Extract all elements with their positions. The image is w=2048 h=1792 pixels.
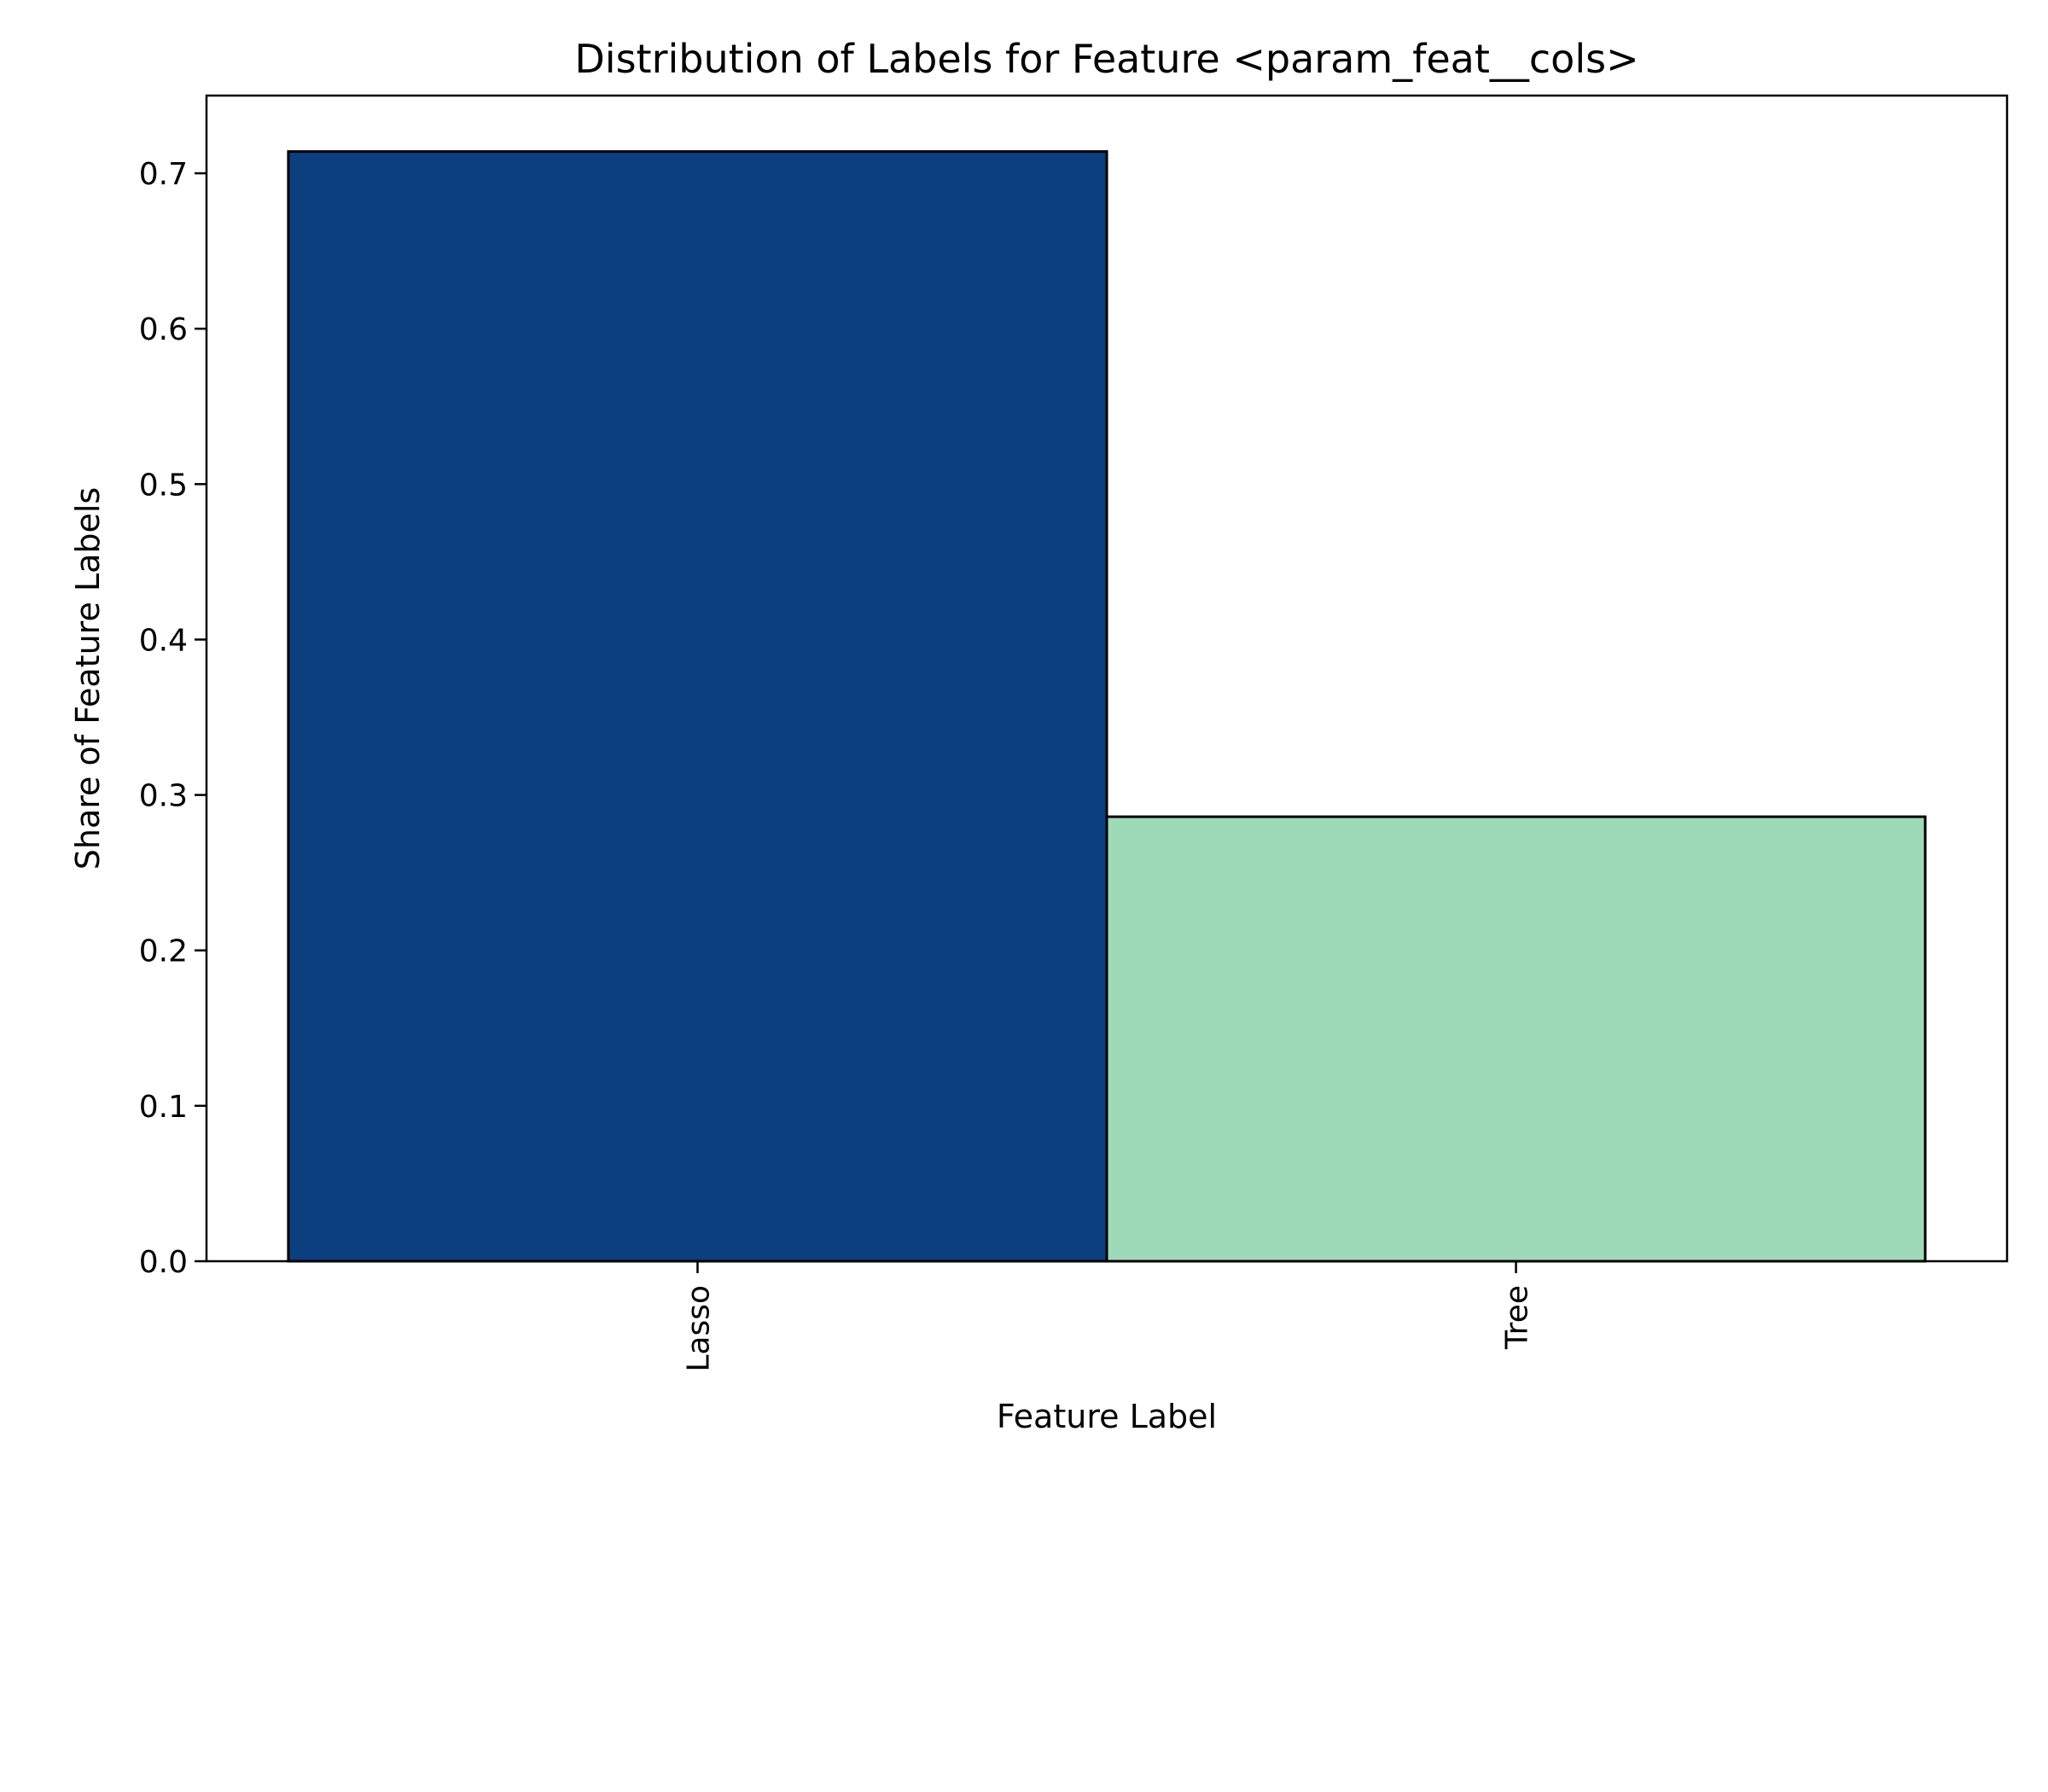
bars-layer <box>287 150 1927 1263</box>
y-axis-ticks: 0.0 0.1 0.2 0.3 0.4 0.5 0.6 0.7 <box>139 157 207 1280</box>
x-axis-label: Feature Label <box>997 1398 1217 1435</box>
y-tick-label: 0.7 <box>139 157 188 192</box>
plot-frame <box>205 94 2009 1263</box>
y-tick-label: 0.4 <box>139 623 188 658</box>
x-tick-label: Tree <box>1500 1285 1535 1350</box>
y-tick-label: 0.5 <box>139 468 188 503</box>
x-axis-ticks: Lasso Tree <box>681 1261 1535 1372</box>
x-tick-label: Lasso <box>681 1285 716 1372</box>
y-axis-label: Share of Feature Labels <box>69 487 107 870</box>
chart-title: Distribution of Labels for Feature <para… <box>574 36 1638 82</box>
bar-lasso <box>287 150 1108 1263</box>
y-tick-label: 0.0 <box>139 1245 188 1280</box>
bar-tree <box>1105 815 1927 1263</box>
y-tick-label: 0.3 <box>139 779 188 814</box>
y-tick-label: 0.2 <box>139 934 188 969</box>
y-tick-label: 0.1 <box>139 1090 188 1125</box>
y-tick-label: 0.6 <box>139 312 188 347</box>
